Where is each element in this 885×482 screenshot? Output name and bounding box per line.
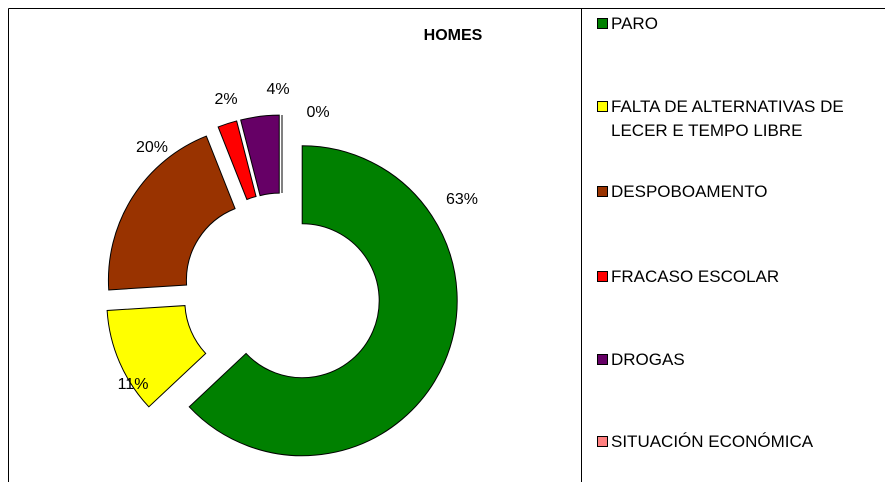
donut-slice xyxy=(106,305,207,408)
donut-slice xyxy=(240,114,280,197)
data-label: 0% xyxy=(306,104,329,121)
legend-label: FRACASO ESCOLAR xyxy=(611,267,780,286)
legend-swatch xyxy=(597,436,608,447)
legend-swatch xyxy=(597,271,608,282)
legend-swatch xyxy=(597,186,608,197)
legend-item: SITUACIÓN ECONÓMICA xyxy=(597,430,847,454)
data-label: 4% xyxy=(266,81,289,98)
donut-slice xyxy=(217,120,257,201)
legend-item: PARO xyxy=(597,12,847,36)
legend-label: SITUACIÓN ECONÓMICA xyxy=(611,432,814,451)
data-label: 2% xyxy=(214,91,237,108)
legend-item: DESPOBOAMENTO xyxy=(597,180,847,204)
data-label: 11% xyxy=(118,376,149,393)
legend-item: FALTA DE ALTERNATIVAS DE LECER E TEMPO L… xyxy=(597,95,847,143)
legend-label: DROGAS xyxy=(611,350,685,369)
legend-swatch xyxy=(597,101,608,112)
legend-item: DROGAS xyxy=(597,348,847,372)
data-label: 63% xyxy=(446,191,478,208)
legend-label: DESPOBOAMENTO xyxy=(611,182,768,201)
donut-slice xyxy=(188,145,458,457)
donut-slice xyxy=(107,135,236,291)
data-label: 20% xyxy=(136,139,168,156)
legend-swatch xyxy=(597,354,608,365)
legend-label: PARO xyxy=(611,14,658,33)
legend-item: FRACASO ESCOLAR xyxy=(597,265,847,289)
legend-label: FALTA DE ALTERNATIVAS DE LECER E TEMPO L… xyxy=(611,97,844,140)
legend-swatch xyxy=(597,18,608,29)
chart-title: HOMES xyxy=(424,27,483,44)
